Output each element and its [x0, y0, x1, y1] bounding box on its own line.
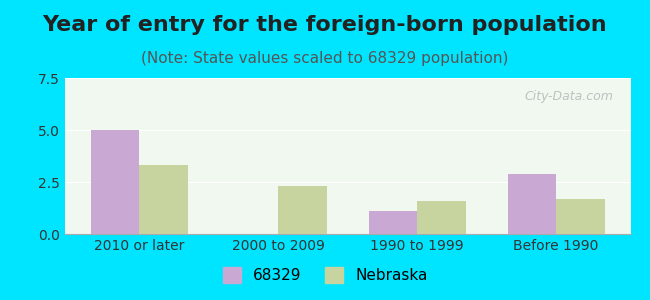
Bar	[556, 199, 604, 234]
Bar	[139, 165, 188, 234]
Bar	[91, 130, 139, 234]
Bar	[369, 211, 417, 234]
Bar	[417, 201, 466, 234]
Text: Year of entry for the foreign-born population: Year of entry for the foreign-born popul…	[43, 15, 607, 35]
Bar	[278, 186, 327, 234]
Legend: 68329, Nebraska: 68329, Nebraska	[216, 261, 434, 290]
Bar	[508, 174, 556, 234]
Text: City-Data.com: City-Data.com	[525, 91, 614, 103]
Text: (Note: State values scaled to 68329 population): (Note: State values scaled to 68329 popu…	[141, 51, 509, 66]
